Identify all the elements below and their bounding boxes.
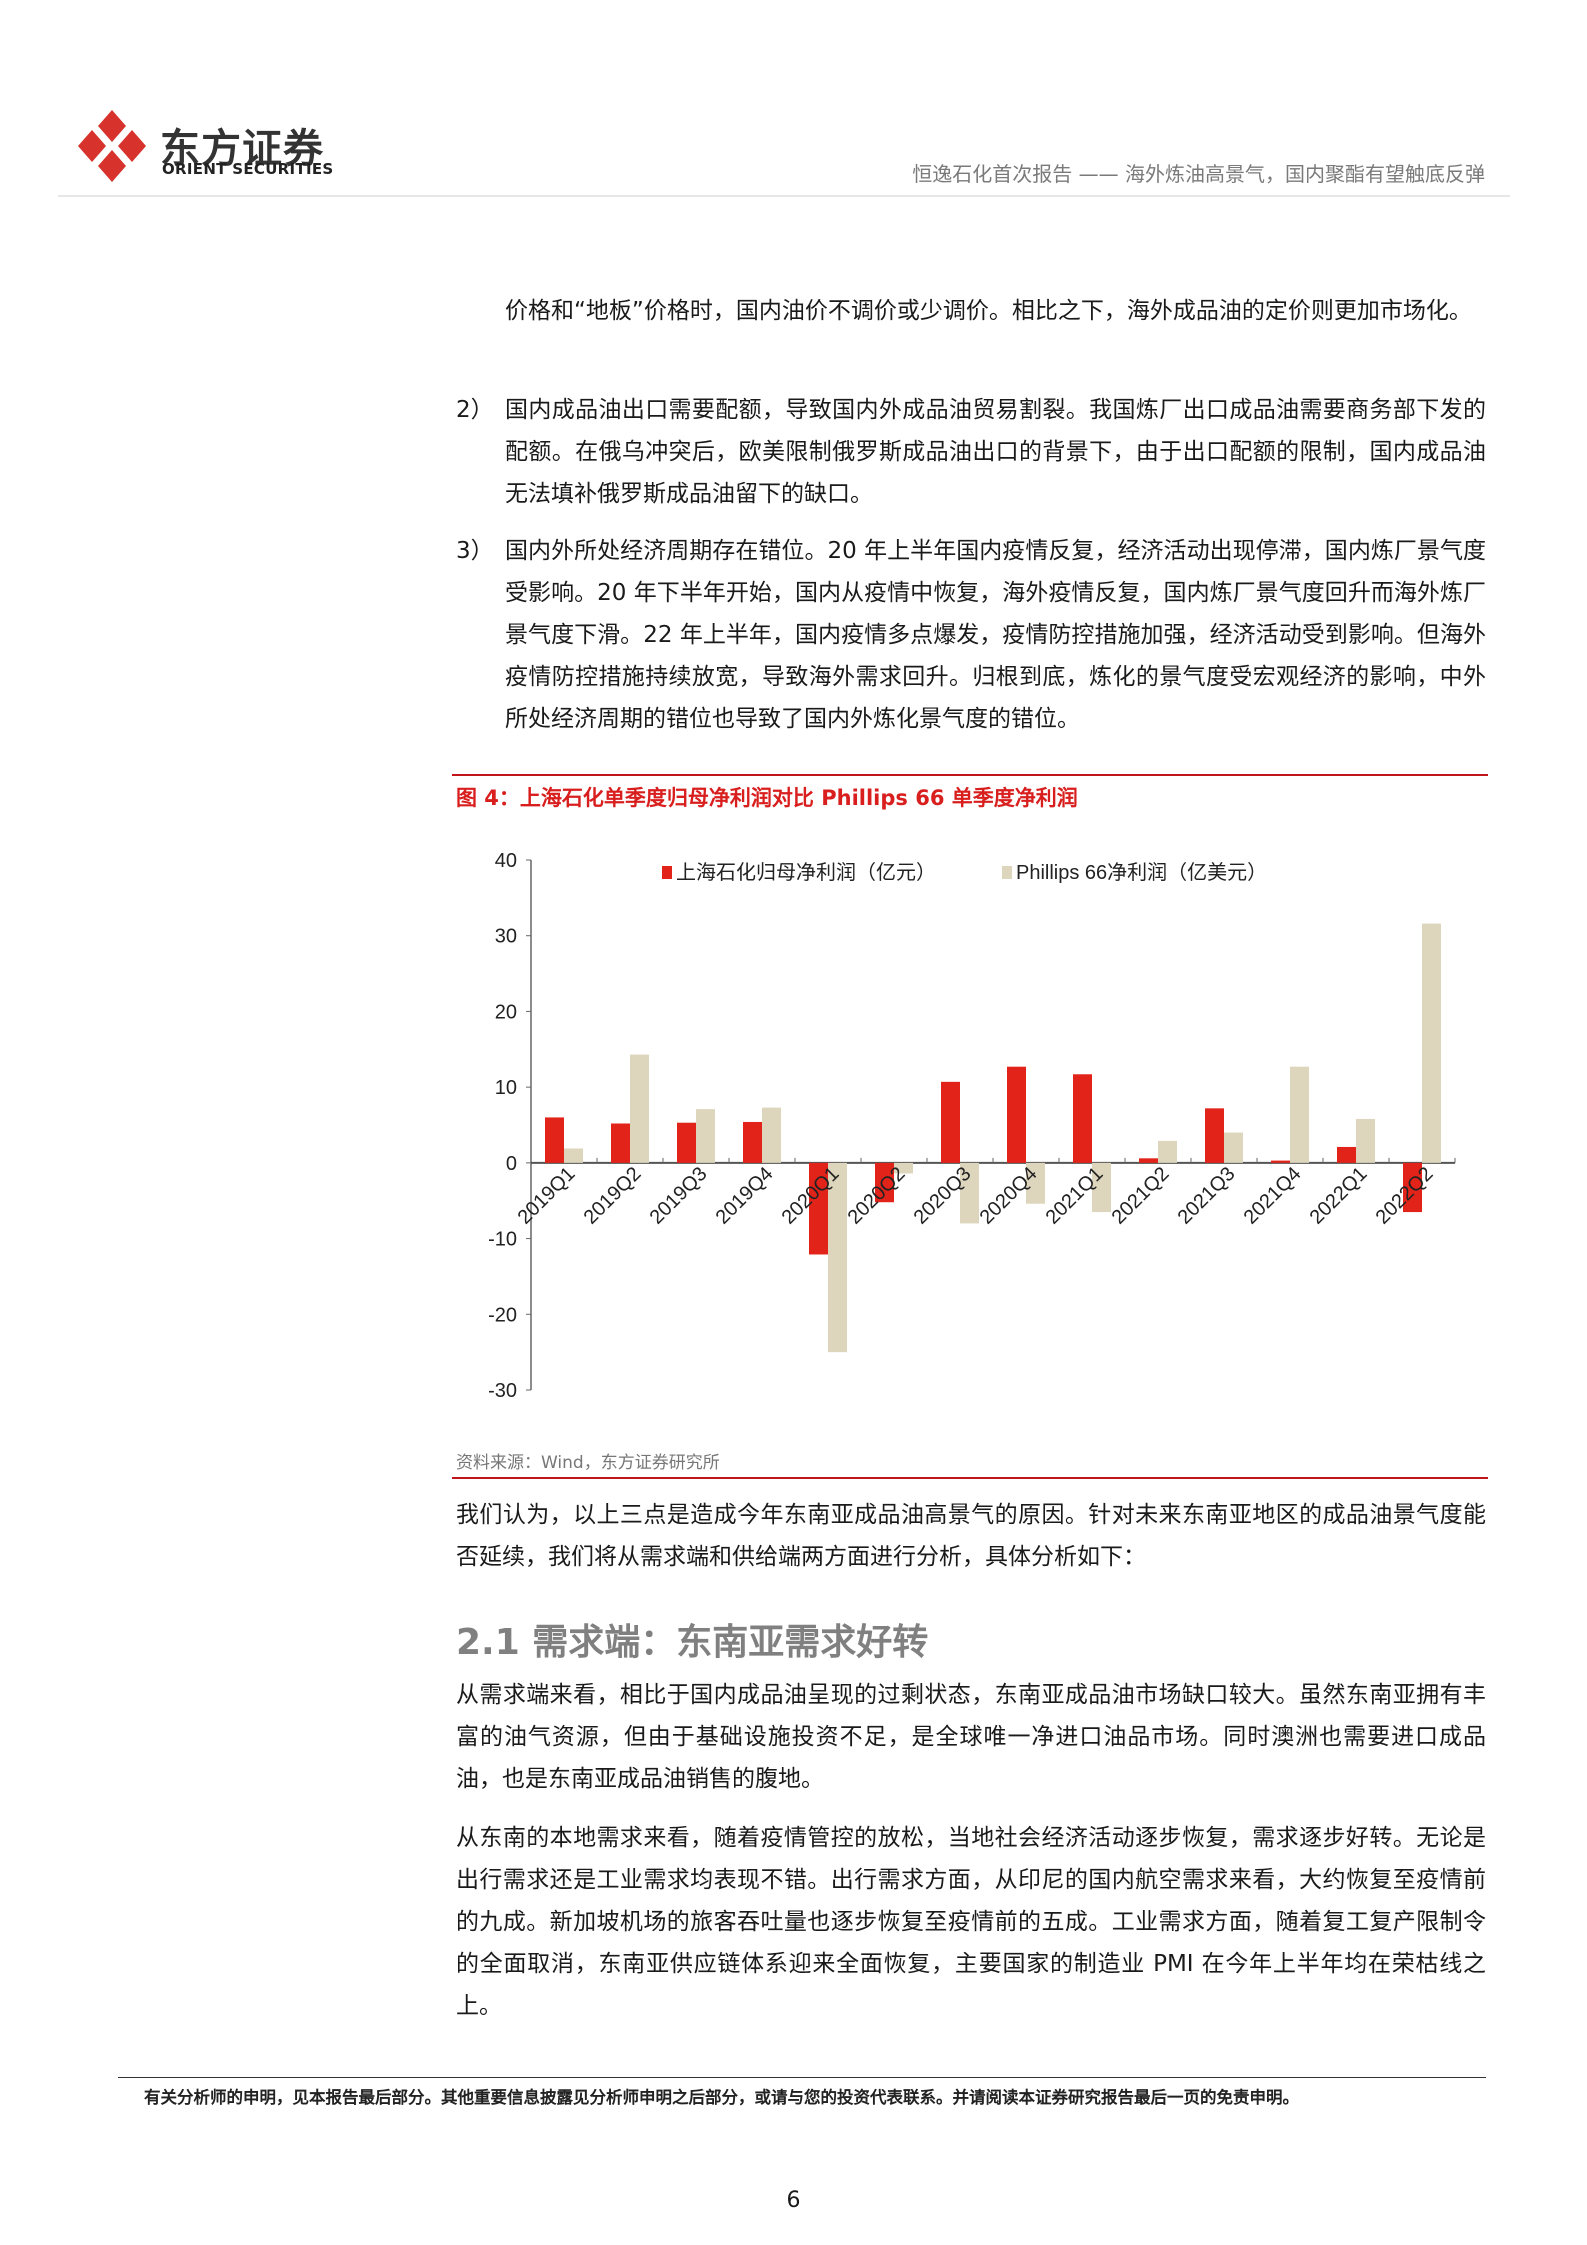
bar-series-1-2019Q3 <box>677 1122 696 1163</box>
list-item: 3） 国内外所处经济周期存在错位。20 年上半年国内疫情反复，经济活动出现停滞，… <box>456 530 1486 740</box>
bar-series-1-2022Q2 <box>1403 1162 1422 1213</box>
paragraph-demand-1: 从需求端来看，相比于国内成品油呈现的过剩状态，东南亚成品油市场缺口较大。虽然东南… <box>456 1682 1486 1792</box>
bar-series-1-2021Q3 <box>1205 1108 1224 1163</box>
x-tick-label: 2021Q2 <box>1108 1163 1174 1229</box>
x-tick-label: 2021Q3 <box>1174 1163 1240 1229</box>
y-tick-label: -30 <box>488 1380 517 1402</box>
y-tick-label: 0 <box>506 1153 517 1175</box>
section-heading: 2.1 需求端：东南亚需求好转 <box>456 1622 929 1663</box>
paragraph-continued: 价格和“地板”价格时，国内油价不调价或少调价。相比之下，海外成品油的定价则更加市… <box>505 298 1472 324</box>
logo-english-name: ORIENT SECURITIES <box>162 160 334 178</box>
bar-series-1-2019Q2 <box>611 1123 630 1163</box>
bar-series-2-2020Q4 <box>1026 1162 1045 1204</box>
bar-series-2-2021Q1 <box>1092 1162 1111 1213</box>
logo-chinese-name: 东方证券 <box>160 126 324 172</box>
y-tick-label: 30 <box>495 926 517 948</box>
figure-top-rule <box>452 774 1488 776</box>
list-item-text: 国内外所处经济周期存在错位。20 年上半年国内疫情反复，经济活动出现停滞，国内炼… <box>505 538 1486 732</box>
bar-series-1-2021Q1 <box>1073 1074 1092 1163</box>
x-tick-label: 2019Q3 <box>646 1163 712 1229</box>
bar-series-1-2019Q4 <box>743 1121 762 1163</box>
footer-divider <box>118 2077 1486 2078</box>
y-tick-label: 10 <box>495 1077 517 1099</box>
bar-series-2-2019Q1 <box>564 1148 583 1163</box>
y-tick-label: 40 <box>495 850 517 872</box>
list-item-number: 2） <box>456 397 494 423</box>
legend-label-series-1: 上海石化归母净利润（亿元） <box>676 861 936 884</box>
bar-series-1-2021Q2 <box>1139 1158 1158 1163</box>
list-item-number: 3） <box>456 538 494 564</box>
figure-title: 图 4：上海石化单季度归母净利润对比 Phillips 66 单季度净利润 <box>456 786 1078 810</box>
y-tick-label: -20 <box>488 1304 517 1326</box>
paragraph-demand-2: 从东南的本地需求来看，随着疫情管控的放松，当地社会经济活动逐步恢复，需求逐步好转… <box>456 1825 1486 2019</box>
bar-series-2-2020Q2 <box>894 1162 913 1174</box>
figure-bottom-rule <box>452 1477 1488 1479</box>
bar-series-1-2020Q2 <box>875 1162 894 1203</box>
bar-series-1-2022Q1 <box>1337 1146 1356 1163</box>
page-number: 6 <box>786 2188 801 2213</box>
bar-series-1-2020Q3 <box>941 1081 960 1163</box>
chart-legend: 上海石化归母净利润（亿元） Phillips 66净利润（亿美元） <box>662 861 1267 884</box>
x-tick-label: 2019Q1 <box>514 1163 580 1229</box>
bar-series-2-2022Q2 <box>1422 923 1441 1163</box>
bar-series-2-2019Q4 <box>762 1107 781 1163</box>
x-tick-label: 2021Q4 <box>1240 1163 1306 1229</box>
header-divider <box>58 195 1510 197</box>
y-tick-label: -10 <box>488 1229 517 1251</box>
footer-disclaimer: 有关分析师的申明，见本报告最后部分。其他重要信息披露见分析师申明之后部分，或请与… <box>144 2088 1299 2107</box>
bar-series-2-2020Q3 <box>960 1162 979 1224</box>
figure-source: 资料来源：Wind，东方证券研究所 <box>456 1453 720 1473</box>
report-title: 恒逸石化首次报告 —— 海外炼油高景气，国内聚酯有望触底反弹 <box>912 162 1485 186</box>
paragraph-conclusion: 我们认为，以上三点是造成今年东南亚成品油高景气的原因。针对未来东南亚地区的成品油… <box>456 1502 1486 1570</box>
bar-series-2-2019Q3 <box>696 1109 715 1163</box>
legend-swatch-series-2 <box>1002 866 1012 879</box>
bar-chart: 40 30 20 10 0 -10 -20 -30 2019Q1 2019Q2 2019Q3 201… <box>488 850 1456 1402</box>
legend-swatch-series-1 <box>662 866 672 879</box>
orient-securities-logo-icon <box>78 110 146 182</box>
list-item-text: 国内成品油出口需要配额，导致国内外成品油贸易割裂。我国炼厂出口成品油需要商务部下… <box>505 397 1486 507</box>
bar-series-1-2021Q4 <box>1271 1160 1290 1163</box>
bar-series-2-2022Q1 <box>1356 1118 1375 1163</box>
bar-series-1-2020Q1 <box>809 1162 828 1255</box>
legend-label-series-2: Phillips 66净利润（亿美元） <box>1016 861 1267 884</box>
bar-series-2-2021Q3 <box>1224 1132 1243 1163</box>
x-tick-label: 2019Q2 <box>580 1163 646 1229</box>
x-tick-label: 2022Q1 <box>1306 1163 1372 1229</box>
x-tick-label: 2019Q4 <box>712 1163 778 1229</box>
bar-series-2-2021Q4 <box>1290 1066 1309 1163</box>
bar-series-2-2021Q2 <box>1158 1140 1177 1163</box>
bar-series-1-2020Q4 <box>1007 1066 1026 1163</box>
bar-series-1-2019Q1 <box>545 1117 564 1163</box>
y-tick-label: 20 <box>495 1001 517 1023</box>
bar-series-2-2019Q2 <box>630 1054 649 1163</box>
list-item: 2） 国内成品油出口需要配额，导致国内外成品油贸易割裂。我国炼厂出口成品油需要商… <box>456 389 1486 515</box>
bar-series-2-2020Q1 <box>828 1162 847 1353</box>
